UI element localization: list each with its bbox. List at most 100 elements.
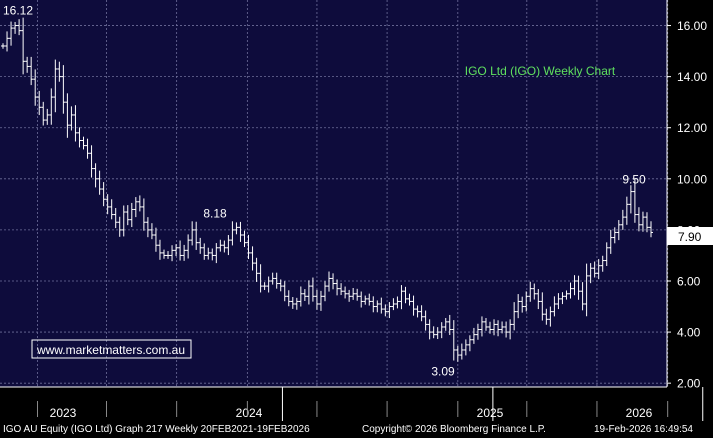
ohlc-bar <box>363 295 368 305</box>
ohlc-bar <box>242 230 247 248</box>
ohlc-bar <box>105 194 110 215</box>
ohlc-bar <box>383 304 388 317</box>
ohlc-bar <box>488 321 493 334</box>
ohlc-bar <box>483 318 488 331</box>
plot-area <box>0 0 667 387</box>
ohlc-bar <box>258 264 263 293</box>
x-axis: 2023 2024 2025 2026 <box>36 387 704 421</box>
ohlc-bar <box>411 295 416 316</box>
ohlc-bar <box>298 286 303 307</box>
ohlc-bar <box>170 245 175 262</box>
ohlc-bar <box>355 288 360 301</box>
ohlc-bar <box>616 220 621 241</box>
ohlc-bar <box>266 276 271 293</box>
ohlc-bar <box>548 306 553 327</box>
ohlc-bar <box>443 318 448 331</box>
ohlc-bar <box>45 108 50 125</box>
price-annotation: 3.09 <box>431 364 455 378</box>
ohlc-bar <box>77 127 82 148</box>
y-tick-label: 6.00 <box>677 274 701 288</box>
ohlc-bar <box>459 343 464 360</box>
ohlc-bar <box>580 282 585 311</box>
ohlc-bar <box>540 292 545 321</box>
ohlc-bar <box>572 275 577 296</box>
ohlc-bar <box>9 21 14 46</box>
y-tick-label: 10.00 <box>677 172 707 186</box>
ohlc-bar <box>455 345 460 362</box>
ohlc-bar <box>97 170 102 195</box>
ohlc-bar <box>536 289 541 310</box>
ohlc-bar <box>419 305 424 322</box>
ohlc-bar <box>471 327 476 344</box>
annotations: 16.12 8.18 3.09 9.50 <box>3 3 646 378</box>
x-tick-label: 2026 <box>626 406 653 420</box>
ohlc-bar <box>560 292 565 305</box>
ohlc-bar <box>632 178 637 223</box>
ohlc-bar <box>552 296 557 317</box>
ohlc-bar <box>194 221 199 250</box>
ohlc-bar <box>375 300 380 313</box>
ohlc-bar <box>13 21 18 34</box>
ohlc-bar <box>302 289 307 301</box>
ohlc-bar <box>310 277 315 302</box>
ohlc-bar <box>649 221 653 238</box>
ohlc-bar <box>85 138 90 159</box>
ohlc-bar <box>564 290 569 300</box>
ohlc-bar <box>584 263 589 317</box>
ohlc-bar <box>73 105 78 142</box>
ohlc-bar <box>109 199 114 220</box>
ohlc-bar <box>157 239 162 260</box>
ohlc-bar <box>282 281 287 302</box>
ohlc-bar <box>153 227 158 252</box>
ohlc-bar <box>274 272 279 289</box>
ohlc-bar <box>254 257 259 282</box>
website-label: www.marketmatters.com.au <box>36 343 185 357</box>
ohlc-bar <box>395 296 400 309</box>
ohlc-bar <box>214 243 219 264</box>
ohlc-bar <box>202 243 207 260</box>
x-tick-label: 2025 <box>477 406 504 420</box>
ohlc-bar <box>133 197 138 218</box>
price-annotation: 9.50 <box>622 173 646 187</box>
ohlc-bar <box>568 282 573 299</box>
ohlc-bar <box>463 339 468 356</box>
ohlc-bar <box>431 326 436 339</box>
y-tick-label: 12.00 <box>677 121 707 135</box>
ohlc-bar <box>391 298 396 311</box>
ohlc-bar <box>33 69 38 106</box>
ohlc-bar <box>588 263 593 284</box>
ohlc-bar <box>407 293 412 306</box>
ohlc-bar <box>117 216 122 237</box>
last-price-tag <box>667 227 713 245</box>
x-tick-label: 2024 <box>236 406 263 420</box>
ohlc-bar <box>246 234 251 260</box>
ohlc-bar <box>306 280 311 305</box>
ohlc-bar <box>294 297 299 310</box>
ohlc-bar <box>556 293 561 310</box>
ohlc-bar <box>479 316 484 337</box>
ohlc-bar <box>612 227 617 244</box>
ohlc-bar <box>439 322 444 339</box>
ohlc-bar <box>29 56 34 86</box>
ohlc-bar <box>387 302 392 319</box>
ohlc-bar <box>604 242 609 266</box>
ohlc-bar <box>190 221 195 246</box>
ohlc-bar <box>234 222 239 235</box>
ohlc-bar <box>520 296 525 313</box>
ohlc-bar <box>644 212 649 233</box>
grid-lines <box>0 0 669 387</box>
ohlc-bar <box>57 61 62 82</box>
ohlc-bar <box>238 221 243 242</box>
ohlc-bar <box>318 290 323 311</box>
ohlc-bar <box>145 217 150 238</box>
ohlc-bar <box>512 302 517 331</box>
ohlc-bar <box>149 223 154 240</box>
ohlc-bar <box>351 287 356 300</box>
ohlc-bar <box>49 88 54 125</box>
ohlc-bar <box>423 310 428 331</box>
chart-title: IGO Ltd (IGO) Weekly Chart <box>465 64 616 78</box>
ohlc-bar <box>101 182 106 207</box>
ohlc-bar <box>41 101 46 126</box>
